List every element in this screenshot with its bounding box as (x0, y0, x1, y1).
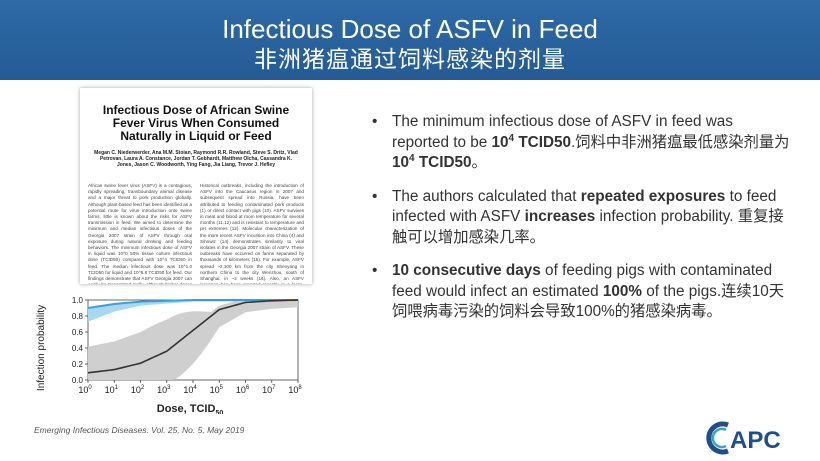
bullet-repeated-exposures: • The authors calculated that repeated e… (372, 187, 784, 246)
y-tick-label: 0.8 (72, 312, 84, 321)
citation-footer: Emerging Infectious Diseases. Vol. 25, N… (34, 425, 245, 435)
paper-title: Infectious Dose of African Swine Fever V… (102, 103, 290, 143)
bullet-glyph: • (372, 187, 378, 205)
x-tick-label: 106 (236, 385, 250, 395)
x-tick-label: 105 (210, 385, 224, 395)
bullet-glyph: • (372, 113, 378, 130)
paper-abstract: African swine fever virus (ASFV) is a co… (88, 183, 192, 284)
y-tick-label: 0.2 (72, 360, 84, 369)
bullet-list: • The minimum infectious dose of ASFV in… (372, 112, 790, 336)
title-banner: Infectious Dose of ASFV in Feed 非洲猪瘟通过饲料… (0, 0, 820, 80)
x-tick-label: 101 (105, 385, 119, 395)
x-tick-label: 103 (157, 385, 171, 395)
dose-response-plot: Infection probability 1.0 0.8 0.6 0.4 0.2 0.0… (36, 296, 302, 414)
y-tick-label: 0.6 (72, 328, 84, 337)
slide-title: Infectious Dose of ASFV in Feed (222, 14, 598, 44)
y-tick-label: 1.0 (72, 296, 84, 305)
bullet-minimum-dose: • The minimum infectious dose of ASFV in… (372, 113, 790, 171)
liquid-series-line (87, 299, 298, 309)
liquid-confidence-band (88, 300, 298, 322)
paper-authors: Megan C. Niederwerder, Ana M.M. Stoian, … (94, 150, 298, 168)
paper-excerpt: Infectious Dose of African Swine Fever V… (80, 88, 312, 284)
x-tick-label: 100 (78, 385, 92, 395)
x-tick-label: 108 (288, 385, 302, 395)
bullet-glyph: • (372, 262, 378, 279)
x-tick-label: 104 (183, 385, 197, 395)
apc-logo: APC (706, 421, 781, 455)
x-axis-label: Dose, TCID50 (157, 403, 224, 414)
slide-subtitle-chinese: 非洲猪瘟通过饲料感染的剂量 (254, 47, 566, 73)
y-tick-label: 0.4 (72, 344, 84, 353)
logo-swoosh-icon (706, 421, 729, 455)
y-axis-label: Infection probability (36, 305, 47, 391)
paper-body-text: Historical outbreaks, including the intr… (200, 183, 304, 284)
x-tick-label: 102 (131, 385, 145, 395)
x-tick-label: 107 (262, 385, 276, 395)
feed-series-line (87, 299, 299, 374)
bullet-consecutive-days: • 10 consecutive days of feeding pigs wi… (372, 262, 785, 320)
logo-text: APC (730, 427, 781, 454)
feed-confidence-band (88, 300, 298, 380)
y-tick-label: 0.0 (72, 376, 84, 385)
